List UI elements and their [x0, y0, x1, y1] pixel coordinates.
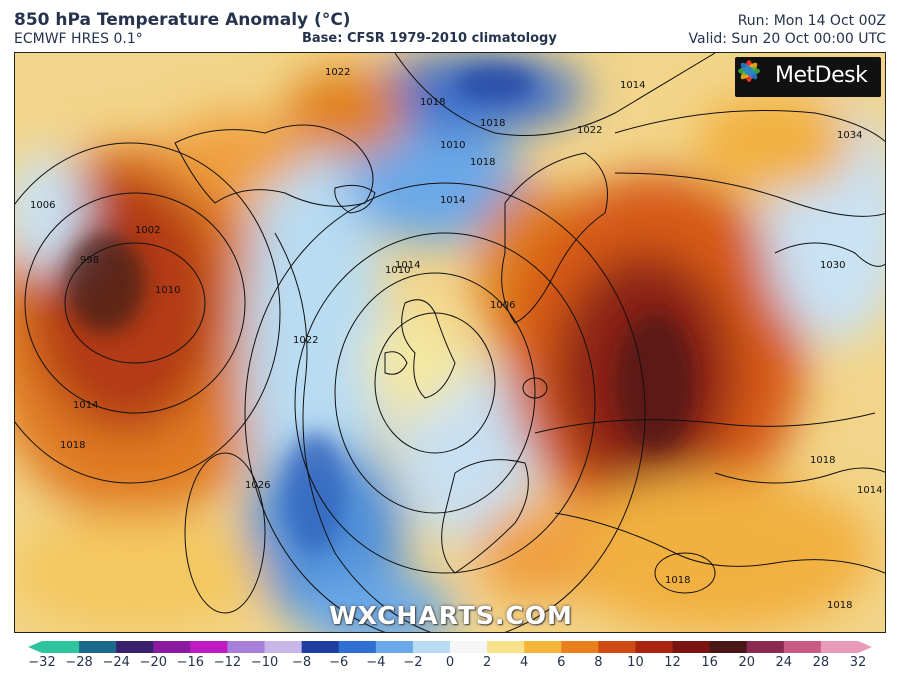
- colorbar-segment: [746, 641, 785, 653]
- isobar-label: 1014: [395, 260, 420, 271]
- colorbar-segment: [487, 641, 525, 653]
- isobar-label: 1014: [73, 400, 98, 411]
- colorbar-tick-label: −32: [28, 655, 56, 670]
- colorbar-tick-label: −20: [139, 655, 167, 670]
- colorbar-segment: [672, 641, 711, 653]
- color-scale: [28, 641, 872, 653]
- isobar-label: 1018: [60, 440, 85, 451]
- color-scale-ticks: −32 −28 −24 −20 −16 −12 −10 −8 −6 −4 −2 0 2 4 6 8 10 12 16…: [0, 655, 900, 675]
- colorbar-segment: [820, 641, 859, 653]
- colorbar-segment: [79, 641, 117, 653]
- colorbar-tick-label: 2: [482, 655, 492, 670]
- isobar-label: 1022: [577, 125, 602, 136]
- colorbar-tick-label: −16: [176, 655, 205, 670]
- colorbar-tick-label: 4: [520, 655, 529, 670]
- isobar-label: 1018: [827, 600, 852, 611]
- isobar-label: 998: [80, 255, 99, 266]
- colorbar-tick-label: −6: [329, 655, 349, 670]
- isobar-label: 1018: [420, 97, 445, 108]
- anomaly-map: 1010 1014 1022 1018 1018 1018 1014 1014 …: [14, 52, 886, 633]
- isobar-label: 1010: [155, 285, 180, 296]
- isobar-label: 1014: [857, 485, 882, 496]
- isobar-label: 1002: [135, 225, 160, 236]
- colorbar-tick-label: 32: [849, 655, 867, 670]
- colorbar-segment: [375, 641, 414, 653]
- colorbar-tick-label: 8: [594, 655, 603, 670]
- isobars: [15, 53, 885, 632]
- colorbar-segment: [153, 641, 191, 653]
- model-name: ECMWF HRES 0.1°: [14, 31, 143, 47]
- isobar-label: 1010: [440, 140, 465, 151]
- map-canvas: 1010 1014 1022 1018 1018 1018 1014 1014 …: [15, 53, 885, 632]
- isobar-label: 1034: [837, 130, 862, 141]
- isobar-label: 1026: [245, 480, 270, 491]
- colorbar-segment: [524, 641, 562, 653]
- colorbar-segment: [709, 641, 748, 653]
- map-title: 850 hPa Temperature Anomaly (°C): [14, 10, 351, 30]
- isobar-label: 1006: [30, 200, 55, 211]
- run-time: Run: Mon 14 Oct 00Z: [737, 13, 886, 29]
- colorbar-tick-label: −28: [65, 655, 93, 670]
- colorbar-tick-label: 6: [557, 655, 566, 670]
- colorbar-segment: [301, 641, 340, 653]
- colorbar-tick-label: 16: [701, 655, 718, 670]
- colorbar-tick-label: 28: [812, 655, 830, 670]
- colorbar-segment: [116, 641, 154, 653]
- isobar-label: 1030: [820, 260, 845, 271]
- colorbar-segment: [42, 641, 80, 653]
- colorbar-segment: [783, 641, 822, 653]
- isobar-label: 1022: [293, 335, 318, 346]
- isobar-label: 1018: [470, 157, 495, 168]
- colorbar-segment: [598, 641, 636, 653]
- metdesk-label: MetDesk: [775, 63, 868, 88]
- colorbar-high-arrow: [858, 641, 872, 653]
- isobar-labels: 1010 1014 1022 1018 1018 1018 1014 1014 …: [30, 67, 882, 611]
- temperature-field: [15, 53, 885, 632]
- colorbar-segment: [561, 641, 599, 653]
- isobar-label: 1022: [325, 67, 350, 78]
- isobar-label: 1018: [810, 455, 835, 466]
- isobar-label: 1006: [490, 300, 515, 311]
- colorbar-tick-label: −8: [292, 655, 312, 670]
- colorbar-tick-label: 24: [775, 655, 793, 670]
- isobar-label: 1014: [440, 195, 465, 206]
- colorbar-tick-label: −12: [213, 655, 242, 670]
- valid-time: Valid: Sun 20 Oct 00:00 UTC: [688, 31, 886, 47]
- metdesk-logo-icon: [738, 60, 760, 82]
- isobar-label: 1018: [665, 575, 690, 586]
- isobar-label: 1018: [480, 118, 505, 129]
- header: 850 hPa Temperature Anomaly (°C) ECMWF H…: [0, 0, 900, 52]
- colorbar-segment: [264, 641, 303, 653]
- metdesk-badge: MetDesk: [735, 57, 881, 97]
- colorbar-tick-label: 10: [627, 655, 644, 670]
- colorbar-tick-label: −24: [102, 655, 130, 670]
- colorbar-low-arrow: [28, 641, 42, 653]
- colorbar-tick-label: −2: [403, 655, 423, 670]
- colorbar-segment: [227, 641, 266, 653]
- colorbar-tick-label: 12: [664, 655, 681, 670]
- colorbar-tick-label: −10: [250, 655, 279, 670]
- colorbar-segment: [338, 641, 377, 653]
- climatology-base: Base: CFSR 1979-2010 climatology: [302, 31, 557, 46]
- temperature-detail: [65, 65, 695, 553]
- colorbar-segment: [635, 641, 674, 653]
- colorbar-tick-label: 0: [445, 655, 455, 670]
- wxcharts-watermark: WXCHARTS.COM: [329, 601, 573, 630]
- colorbar-segment: [190, 641, 228, 653]
- isobar-label: 1010: [385, 265, 410, 276]
- isobar-label: 1014: [620, 80, 645, 91]
- colorbar-tick-label: −4: [366, 655, 386, 670]
- colorbar-tick-label: 20: [738, 655, 755, 670]
- colorbar-segment: [412, 641, 451, 653]
- colorbar-segment: [450, 641, 488, 653]
